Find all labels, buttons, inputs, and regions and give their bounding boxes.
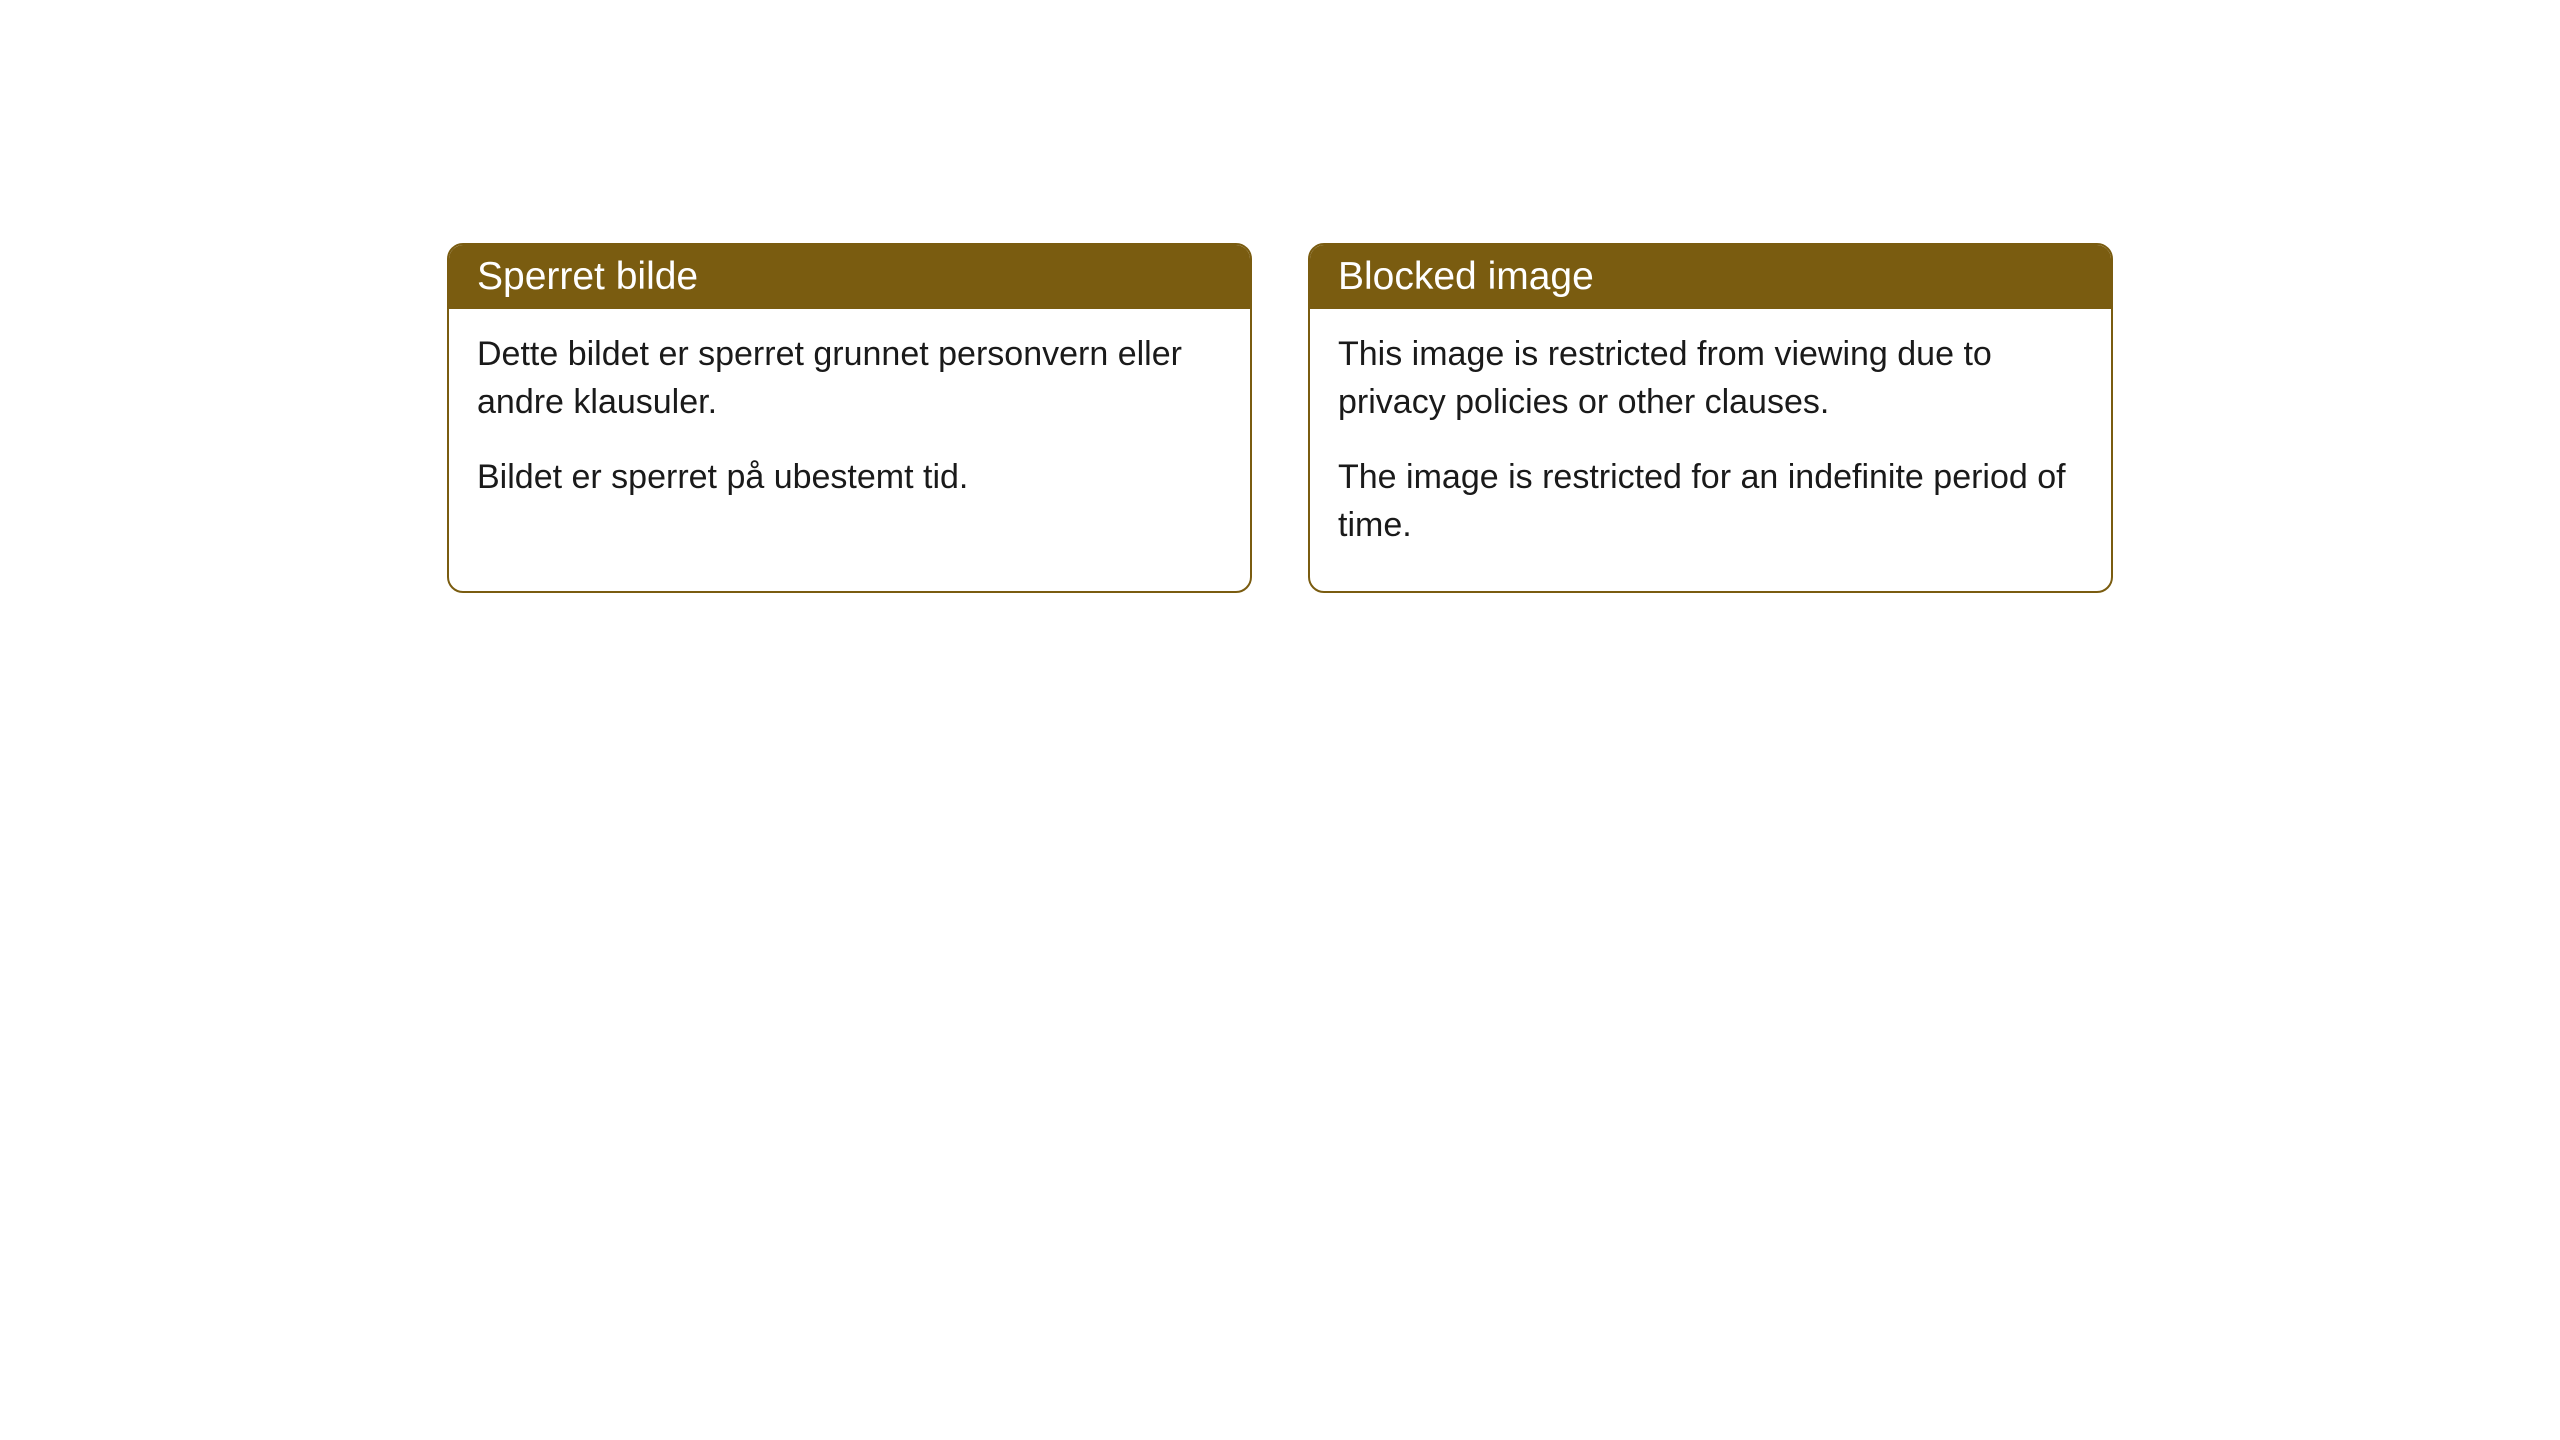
- notice-card-norwegian: Sperret bilde Dette bildet er sperret gr…: [447, 243, 1252, 593]
- card-title-norwegian: Sperret bilde: [477, 255, 698, 298]
- notice-cards-container: Sperret bilde Dette bildet er sperret gr…: [447, 243, 2113, 593]
- card-paragraph-english-2: The image is restricted for an indefinit…: [1338, 454, 2083, 549]
- card-title-english: Blocked image: [1338, 255, 1594, 298]
- card-body-norwegian: Dette bildet er sperret grunnet personve…: [449, 309, 1250, 544]
- card-header-english: Blocked image: [1310, 245, 2111, 309]
- card-header-norwegian: Sperret bilde: [449, 245, 1250, 309]
- card-paragraph-norwegian-1: Dette bildet er sperret grunnet personve…: [477, 331, 1222, 426]
- card-paragraph-norwegian-2: Bildet er sperret på ubestemt tid.: [477, 454, 1222, 502]
- card-paragraph-english-1: This image is restricted from viewing du…: [1338, 331, 2083, 426]
- card-body-english: This image is restricted from viewing du…: [1310, 309, 2111, 591]
- notice-card-english: Blocked image This image is restricted f…: [1308, 243, 2113, 593]
